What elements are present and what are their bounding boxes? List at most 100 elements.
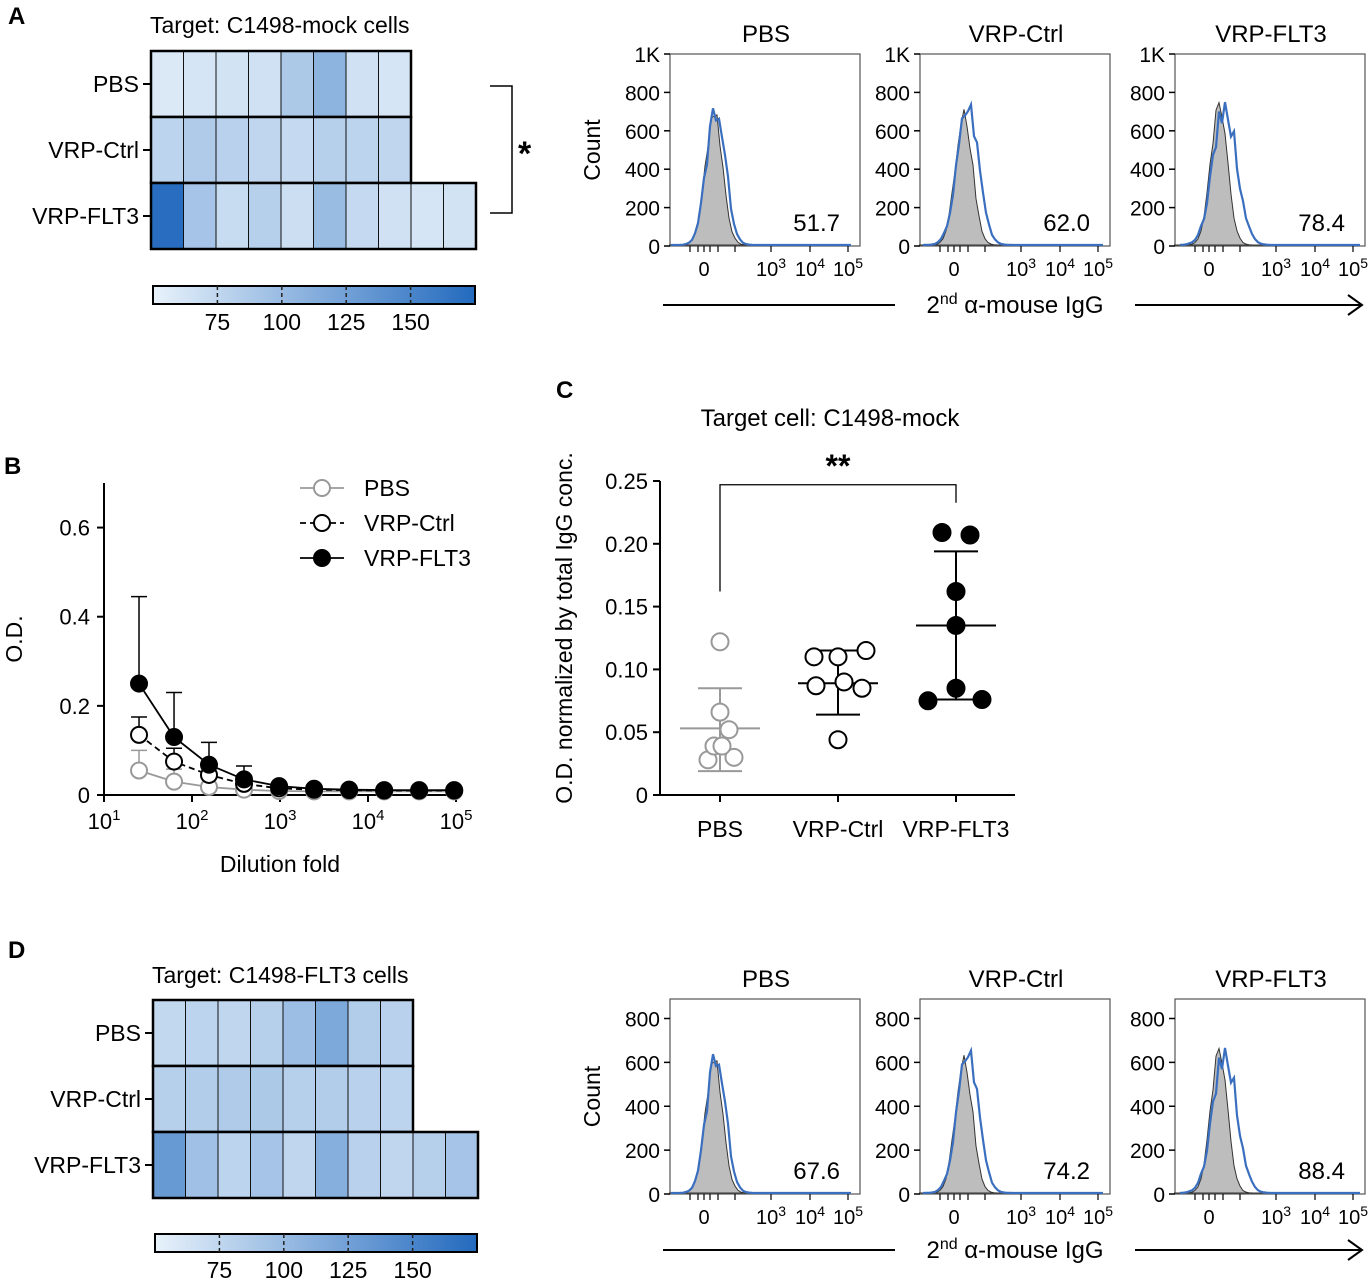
flow-x-tick-label: 103 — [756, 1203, 786, 1229]
flow-x-tick-base: 0 — [948, 259, 959, 281]
chart-b-legend-label: VRP-Ctrl — [364, 510, 455, 536]
heatmap-cell — [412, 1131, 446, 1199]
chart-b-y-tick-label: 0.2 — [59, 694, 90, 719]
flow-x-tick-exp: 5 — [1360, 1203, 1368, 1219]
heatmap-cell — [313, 116, 347, 184]
flow-x-tick-exp: 3 — [1028, 255, 1036, 271]
heatmap-cell — [217, 1131, 251, 1199]
flow-x-tick-exp: 3 — [1028, 1203, 1036, 1219]
heatmap-key-label: 150 — [391, 309, 429, 335]
heatmap-cell — [315, 1131, 349, 1199]
flow-y-tick-label: 0 — [1153, 236, 1165, 259]
chart-c-point — [960, 525, 980, 545]
heatmap-cell — [347, 1131, 381, 1199]
flow-y-tick-label: 200 — [625, 1140, 660, 1163]
heatmap-a: PBS VRP-Ctrl VRP-FLT3 75 100 125 150 — [32, 49, 478, 335]
flow-x-tick-base: 0 — [698, 1207, 709, 1229]
heatmap-row-label: VRP-FLT3 — [32, 203, 139, 229]
chart-c-point — [852, 678, 872, 698]
heatmap-cell — [282, 1131, 316, 1199]
chart-c: Target cell: C1498-mock O.D. normalized b… — [551, 405, 1015, 842]
heatmap-cell — [215, 116, 249, 184]
flow-y-tick-label: 200 — [1130, 198, 1165, 221]
heatmap-cell — [410, 182, 444, 250]
flow-x-tick-base: 0 — [1203, 1207, 1214, 1229]
chart-b-legend-label: PBS — [364, 475, 410, 501]
heatmap-cell — [150, 182, 184, 250]
flow-y-tick-label: 600 — [1130, 1052, 1165, 1075]
heatmap-cell — [380, 1065, 414, 1133]
chart-c-point — [834, 672, 854, 692]
chart-b-point — [445, 781, 464, 800]
flow-y-tick-label: 400 — [875, 1096, 910, 1119]
flow-x-label: 2nd α-mouse IgG — [926, 291, 1103, 319]
flow-x-tick-base: 10 — [756, 259, 778, 281]
flow-x-tick-base: 10 — [1261, 259, 1283, 281]
chart-c-y-tick-label: 0.20 — [605, 532, 648, 557]
chart-c-point — [828, 730, 848, 750]
flow-x-tick-base: 10 — [795, 1207, 817, 1229]
chart-c-x-tick-label: VRP-Ctrl — [793, 816, 884, 842]
flow-x-tick-base: 0 — [1203, 259, 1214, 281]
flow-x-tick-label: 105 — [1083, 255, 1113, 281]
flow-x-tick-label: 0 — [698, 1207, 709, 1229]
flow-x-tick-base: 0 — [948, 1207, 959, 1229]
panel-label-d: D — [8, 937, 25, 964]
chart-c-point — [946, 678, 966, 698]
chart-b-legend-marker — [313, 479, 331, 497]
flow-x-tick-label: 0 — [1203, 259, 1214, 281]
flow-y-tick-label: 1K — [634, 44, 660, 67]
flow-x-tick-exp: 3 — [1283, 255, 1291, 271]
flow-x-tick-exp: 4 — [1067, 255, 1075, 271]
flow-x-label-rest: α-mouse IgG — [958, 1237, 1104, 1264]
flow-x-tick-label: 104 — [1045, 1203, 1075, 1229]
flow-plot-title: VRP-FLT3 — [1215, 966, 1327, 993]
flow-x-axis-arrow — [1347, 294, 1364, 316]
flow-gate-value: 78.4 — [1298, 210, 1345, 237]
chart-b-point — [165, 772, 184, 791]
flow-x-tick-base: 0 — [698, 259, 709, 281]
flow-x-tick-exp: 5 — [1105, 255, 1113, 271]
chart-c-point — [710, 632, 730, 652]
chart-b-x-tick-exp: 1 — [112, 807, 120, 824]
chart-c-point — [724, 747, 744, 767]
flow-x-tick-base: 10 — [756, 1207, 778, 1229]
heatmap-a-significance: * — [518, 135, 532, 173]
heatmap-cell — [282, 1065, 316, 1133]
flow-y-tick-label: 200 — [625, 198, 660, 221]
chart-b-point — [130, 725, 149, 744]
flow-plot-title: PBS — [742, 966, 790, 993]
heatmap-cell — [280, 116, 314, 184]
flow-x-tick-label: 0 — [1203, 1207, 1214, 1229]
flow-plot-title: VRP-Ctrl — [969, 966, 1064, 993]
chart-b-y-tick-label: 0 — [78, 783, 90, 808]
chart-b-point — [199, 755, 218, 774]
flow-y-tick-label: 0 — [648, 1184, 660, 1207]
heatmap-a-title: Target: C1498-mock cells — [150, 12, 410, 38]
flow-x-tick-label: 104 — [795, 1203, 825, 1229]
flow-x-tick-label: 104 — [795, 255, 825, 281]
heatmap-key-label: 100 — [263, 309, 301, 335]
flow-x-label-prefix: 2 — [926, 1237, 939, 1264]
flow-y-tick-label: 0 — [898, 236, 910, 259]
heatmap-cell — [152, 999, 186, 1067]
flow-x-tick-label: 104 — [1045, 255, 1075, 281]
chart-c-y-tick-label: 0.25 — [605, 469, 648, 494]
chart-c-significance-label: ** — [826, 448, 851, 484]
flow-histogram-sample — [671, 108, 851, 247]
chart-b-point — [130, 761, 149, 780]
flow-y-tick-label: 200 — [875, 198, 910, 221]
flow-histogram-sample — [922, 1046, 1103, 1195]
flow-y-tick-label: 600 — [875, 121, 910, 144]
chart-b-x-tick-base: 10 — [440, 809, 464, 834]
panel-label-c: C — [556, 377, 573, 404]
heatmap-cell — [445, 1131, 479, 1199]
heatmap-key-label: 125 — [327, 309, 365, 335]
heatmap-cell — [185, 999, 219, 1067]
heatmap-cell — [185, 1131, 219, 1199]
heatmap-cell — [183, 50, 217, 118]
flow-x-tick-base: 10 — [833, 1207, 855, 1229]
flow-x-tick-base: 10 — [1338, 259, 1360, 281]
